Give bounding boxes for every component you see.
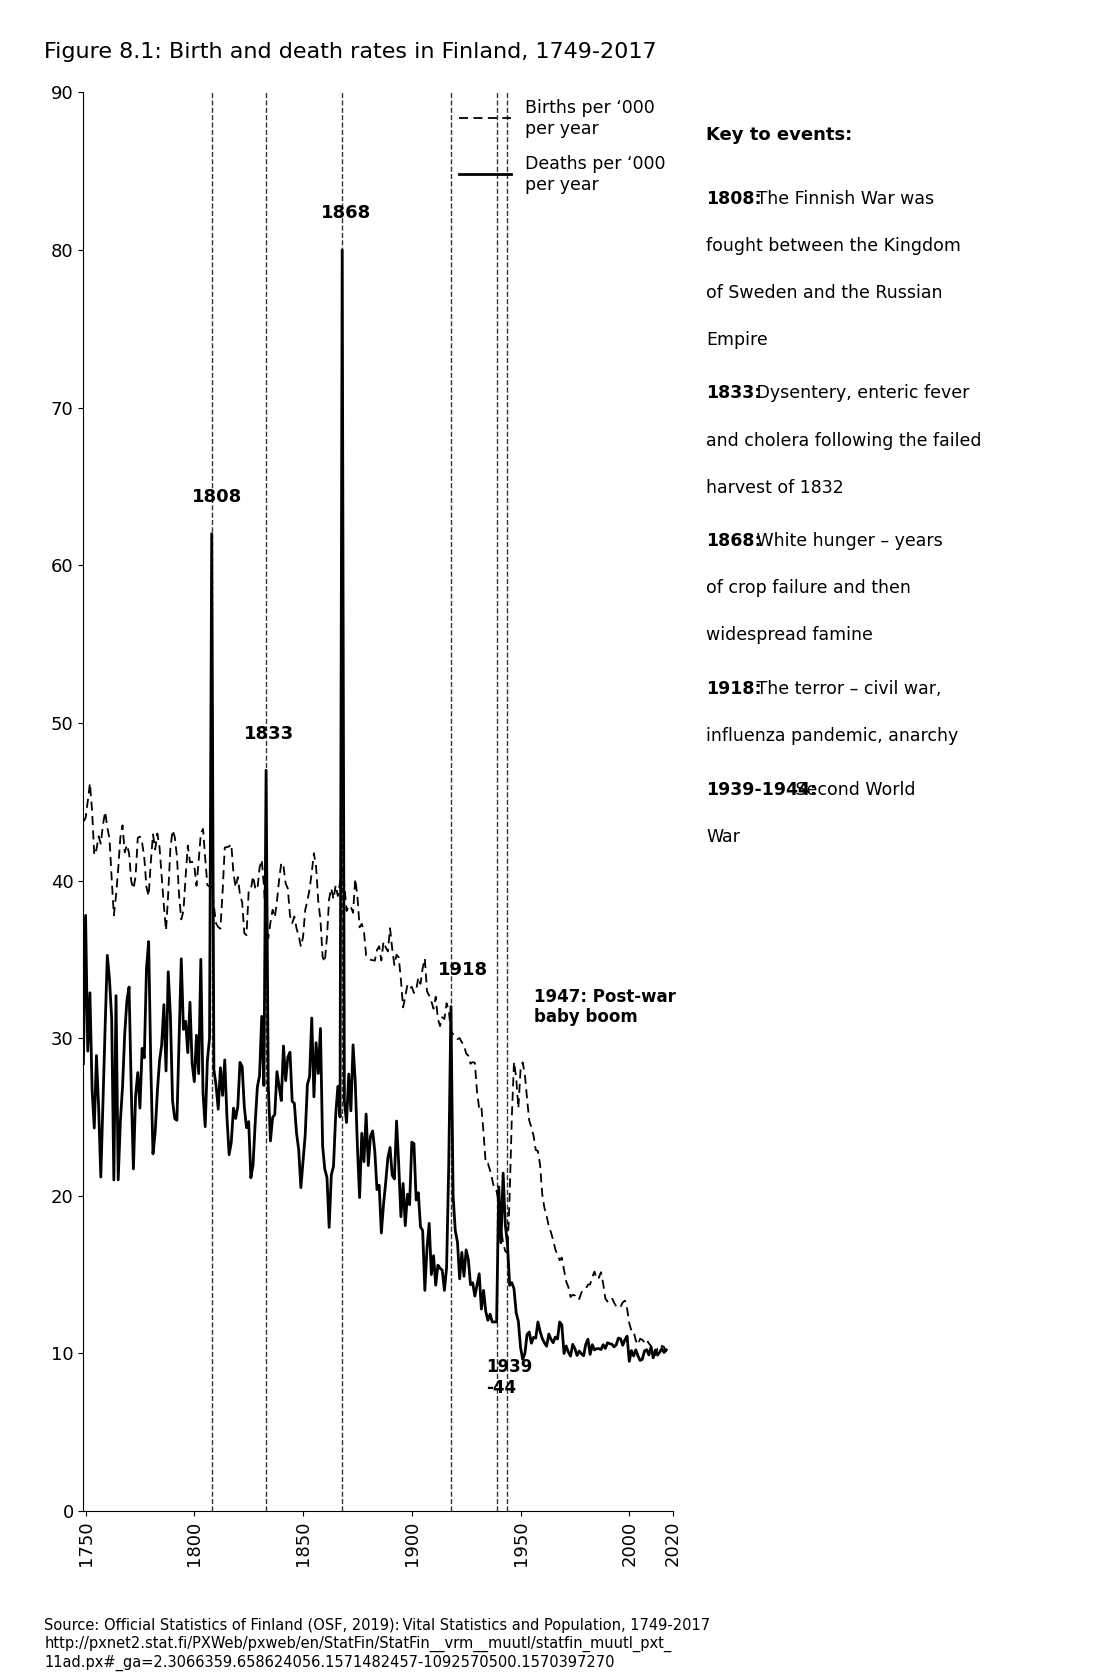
Text: 1833:: 1833: [706,384,762,403]
Text: 1918: 1918 [438,960,488,979]
Text: influenza pandemic, anarchy: influenza pandemic, anarchy [706,727,959,745]
Text: 1868: 1868 [320,205,370,222]
Text: fought between the Kingdom: fought between the Kingdom [706,237,961,255]
Text: of crop failure and then: of crop failure and then [706,579,911,598]
Text: 1833: 1833 [245,725,295,742]
Text: and cholera following the failed: and cholera following the failed [706,432,982,450]
Text: War: War [706,828,739,846]
Text: Figure 8.1: Birth and death rates in Finland, 1749-2017: Figure 8.1: Birth and death rates in Fin… [44,42,657,62]
Text: 1939
-44: 1939 -44 [486,1358,533,1397]
Text: 1868:: 1868: [706,532,762,551]
Legend: Births per ‘000
per year, Deaths per ‘000
per year: Births per ‘000 per year, Deaths per ‘00… [453,92,673,201]
Text: 1808: 1808 [192,489,242,505]
Text: widespread famine: widespread famine [706,626,873,645]
Text: Key to events:: Key to events: [706,126,853,144]
Text: 1918:: 1918: [706,680,762,698]
Text: 1808:: 1808: [706,190,762,208]
Text: Source: Official Statistics of Finland (OSF, 2019): Vital Statistics and Populat: Source: Official Statistics of Finland (… [44,1619,711,1671]
Text: 1947: Post-war
baby boom: 1947: Post-war baby boom [534,987,675,1026]
Text: harvest of 1832: harvest of 1832 [706,479,844,497]
Text: Second World: Second World [790,781,915,799]
Text: of Sweden and the Russian: of Sweden and the Russian [706,284,943,302]
Text: White hunger – years: White hunger – years [751,532,942,551]
Text: The terror – civil war,: The terror – civil war, [751,680,941,698]
Text: Dysentery, enteric fever: Dysentery, enteric fever [751,384,969,403]
Text: Empire: Empire [706,331,768,349]
Text: The Finnish War was: The Finnish War was [751,190,934,208]
Text: 1939-1944:: 1939-1944: [706,781,817,799]
